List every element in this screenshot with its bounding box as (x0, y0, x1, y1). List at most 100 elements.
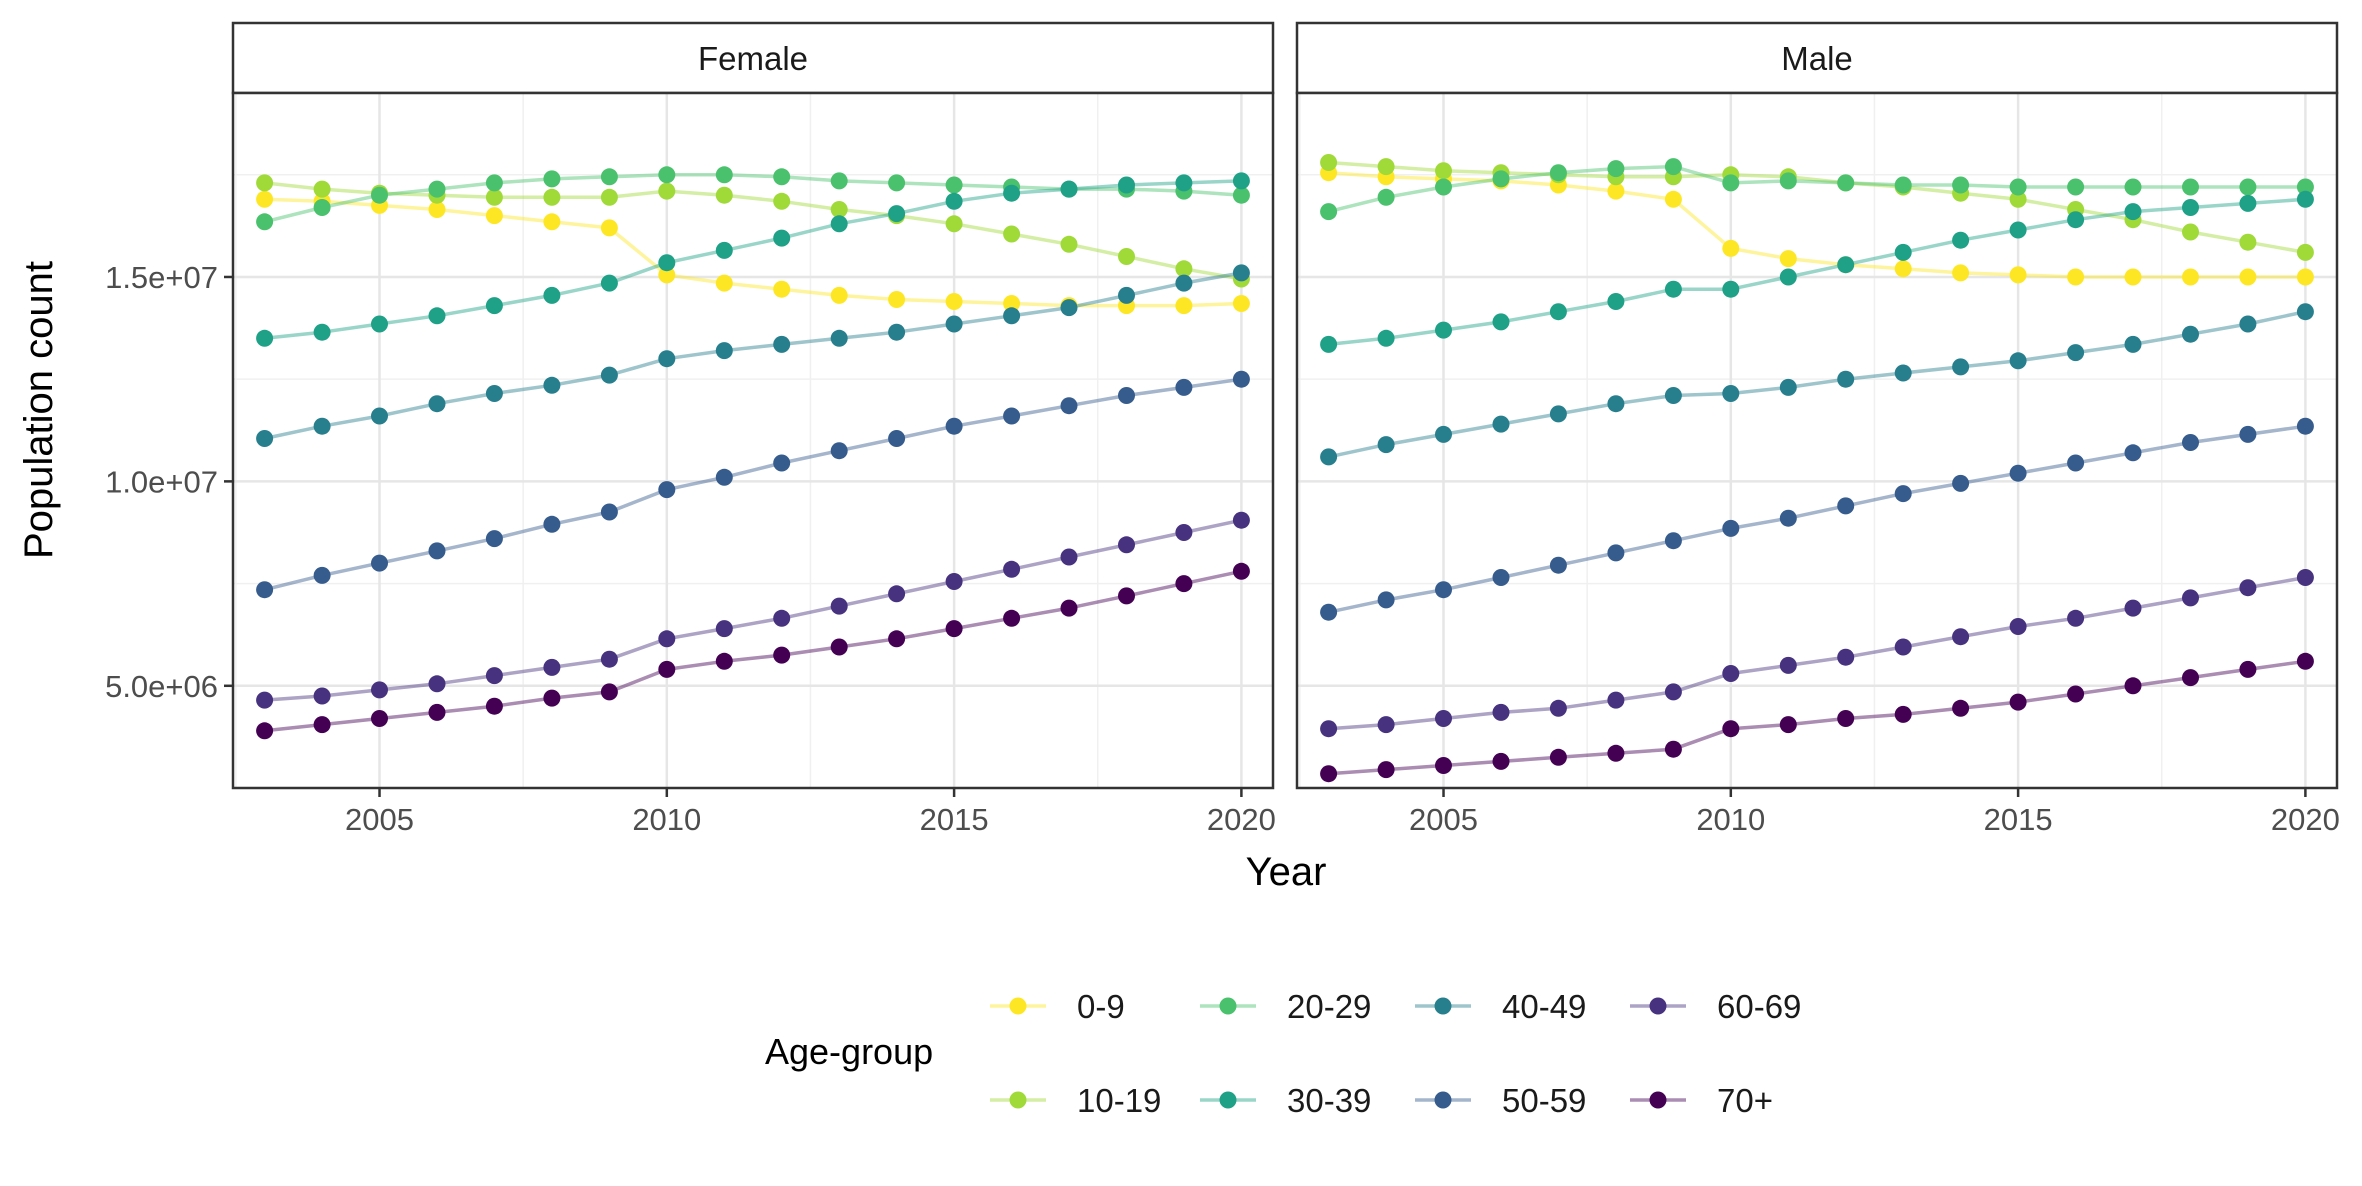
data-point-30-39 (256, 329, 274, 347)
data-point-40-49 (371, 407, 388, 425)
data-point-40-49 (945, 315, 963, 333)
data-point-70+ (313, 716, 331, 734)
data-point-60-69 (1175, 524, 1193, 541)
data-point-0-9 (1664, 190, 1682, 208)
data-point-20-29 (1232, 186, 1250, 204)
data-point-0-9 (1232, 295, 1250, 312)
panel-female: Female 2005 2010 2015 2020 5.0e+06 1.0e+07 1.5e… (105, 21, 1276, 837)
series-line-30-39 (1328, 197, 2306, 347)
data-point-10-19 (485, 188, 503, 206)
panels-layer: Female 2005 2010 2015 2020 5.0e+06 1.0e+07 1.5e… (105, 21, 2340, 837)
data-point-50-59 (2124, 444, 2142, 462)
data-point-40-49 (1664, 387, 1682, 404)
data-point-30-39 (428, 307, 446, 325)
data-point-50-59 (2296, 417, 2314, 435)
data-point-70+ (1952, 699, 1970, 717)
legend-label: 30-39 (1287, 1082, 1371, 1119)
data-point-70+ (600, 683, 618, 701)
data-point-50-59 (1060, 397, 1078, 415)
data-point-20-29 (1722, 174, 1740, 192)
x-tick-label: 2020 (1207, 802, 1276, 837)
data-point-40-49 (1060, 299, 1078, 317)
data-point-40-49 (1952, 358, 1970, 376)
data-point-20-29 (1664, 158, 1682, 176)
y-tick-label: 5.0e+06 (105, 669, 218, 704)
data-point-60-69 (2124, 599, 2142, 617)
legend-item-40-49: 40-49 (1415, 988, 1586, 1025)
data-point-20-29 (485, 174, 503, 192)
data-point-50-59 (1435, 581, 1452, 599)
data-point-30-39 (1118, 176, 1135, 194)
data-point-40-49 (1607, 395, 1625, 413)
legend-item-0-9: 0-9 (990, 988, 1125, 1025)
data-point-30-39 (1664, 280, 1682, 298)
data-point-60-69 (1435, 710, 1452, 727)
data-point-50-59 (256, 581, 274, 599)
data-point-0-9 (945, 293, 963, 310)
data-point-0-9 (1722, 239, 1740, 257)
data-point-0-9 (1894, 260, 1912, 278)
data-point-40-49 (485, 385, 503, 402)
legend-label: 40-49 (1502, 988, 1586, 1025)
data-point-60-69 (1118, 536, 1135, 554)
data-point-0-9 (658, 266, 676, 284)
data-point-40-49 (1837, 370, 1855, 388)
data-point-20-29 (1837, 174, 1855, 192)
data-point-30-39 (2009, 221, 2027, 239)
data-point-50-59 (1320, 603, 1338, 621)
data-point-40-49 (2239, 315, 2257, 333)
data-point-60-69 (2182, 589, 2199, 607)
data-point-40-49 (658, 350, 676, 368)
data-point-50-59 (2067, 454, 2085, 472)
series-line-60-69 (264, 518, 1242, 702)
data-point-60-69 (371, 681, 388, 699)
data-point-50-59 (1232, 370, 1250, 388)
data-point-40-49 (830, 329, 848, 347)
data-point-30-39 (715, 241, 733, 259)
data-point-40-49 (600, 366, 618, 384)
data-point-60-69 (1894, 638, 1912, 656)
data-point-20-29 (888, 174, 906, 192)
data-point-20-29 (1320, 203, 1338, 221)
data-point-30-39 (1837, 256, 1855, 274)
data-point-10-19 (773, 192, 791, 210)
data-point-0-9 (1003, 295, 1021, 312)
data-point-30-39 (1779, 268, 1797, 286)
x-tick-label: 2015 (1984, 802, 2053, 837)
data-point-40-49 (1435, 425, 1452, 443)
data-point-30-39 (1320, 335, 1338, 353)
data-point-30-39 (371, 315, 388, 333)
data-point-10-19 (2009, 190, 2027, 208)
data-point-10-19 (256, 174, 274, 192)
data-point-0-9 (1175, 297, 1193, 315)
data-point-60-69 (658, 630, 676, 648)
data-point-70+ (428, 703, 446, 721)
data-point-30-39 (543, 286, 561, 304)
data-point-30-39 (2124, 203, 2142, 221)
legend-key-point (1434, 997, 1452, 1015)
data-point-20-29 (428, 180, 446, 198)
data-point-40-49 (256, 430, 274, 447)
data-point-70+ (485, 697, 503, 715)
data-point-70+ (1549, 748, 1567, 766)
data-point-50-59 (1607, 544, 1625, 562)
data-point-10-19 (1175, 260, 1193, 278)
x-tick-label: 2010 (632, 802, 701, 837)
data-point-30-39 (888, 205, 906, 223)
data-point-50-59 (1003, 407, 1021, 425)
data-point-60-69 (1060, 548, 1078, 566)
plot-background (233, 93, 1273, 788)
data-point-30-39 (2182, 199, 2199, 216)
legend-item-60-69: 60-69 (1630, 988, 1801, 1025)
data-point-50-59 (1894, 485, 1912, 503)
data-point-40-49 (2296, 303, 2314, 321)
data-point-60-69 (1320, 720, 1338, 738)
data-point-70+ (1060, 599, 1078, 617)
data-point-40-49 (2124, 335, 2142, 353)
data-point-20-29 (1435, 178, 1452, 196)
x-axis-title: Year (1246, 850, 1327, 894)
data-point-60-69 (2067, 609, 2085, 627)
data-point-20-29 (1607, 160, 1625, 178)
series-line-10-19 (1328, 160, 2306, 255)
